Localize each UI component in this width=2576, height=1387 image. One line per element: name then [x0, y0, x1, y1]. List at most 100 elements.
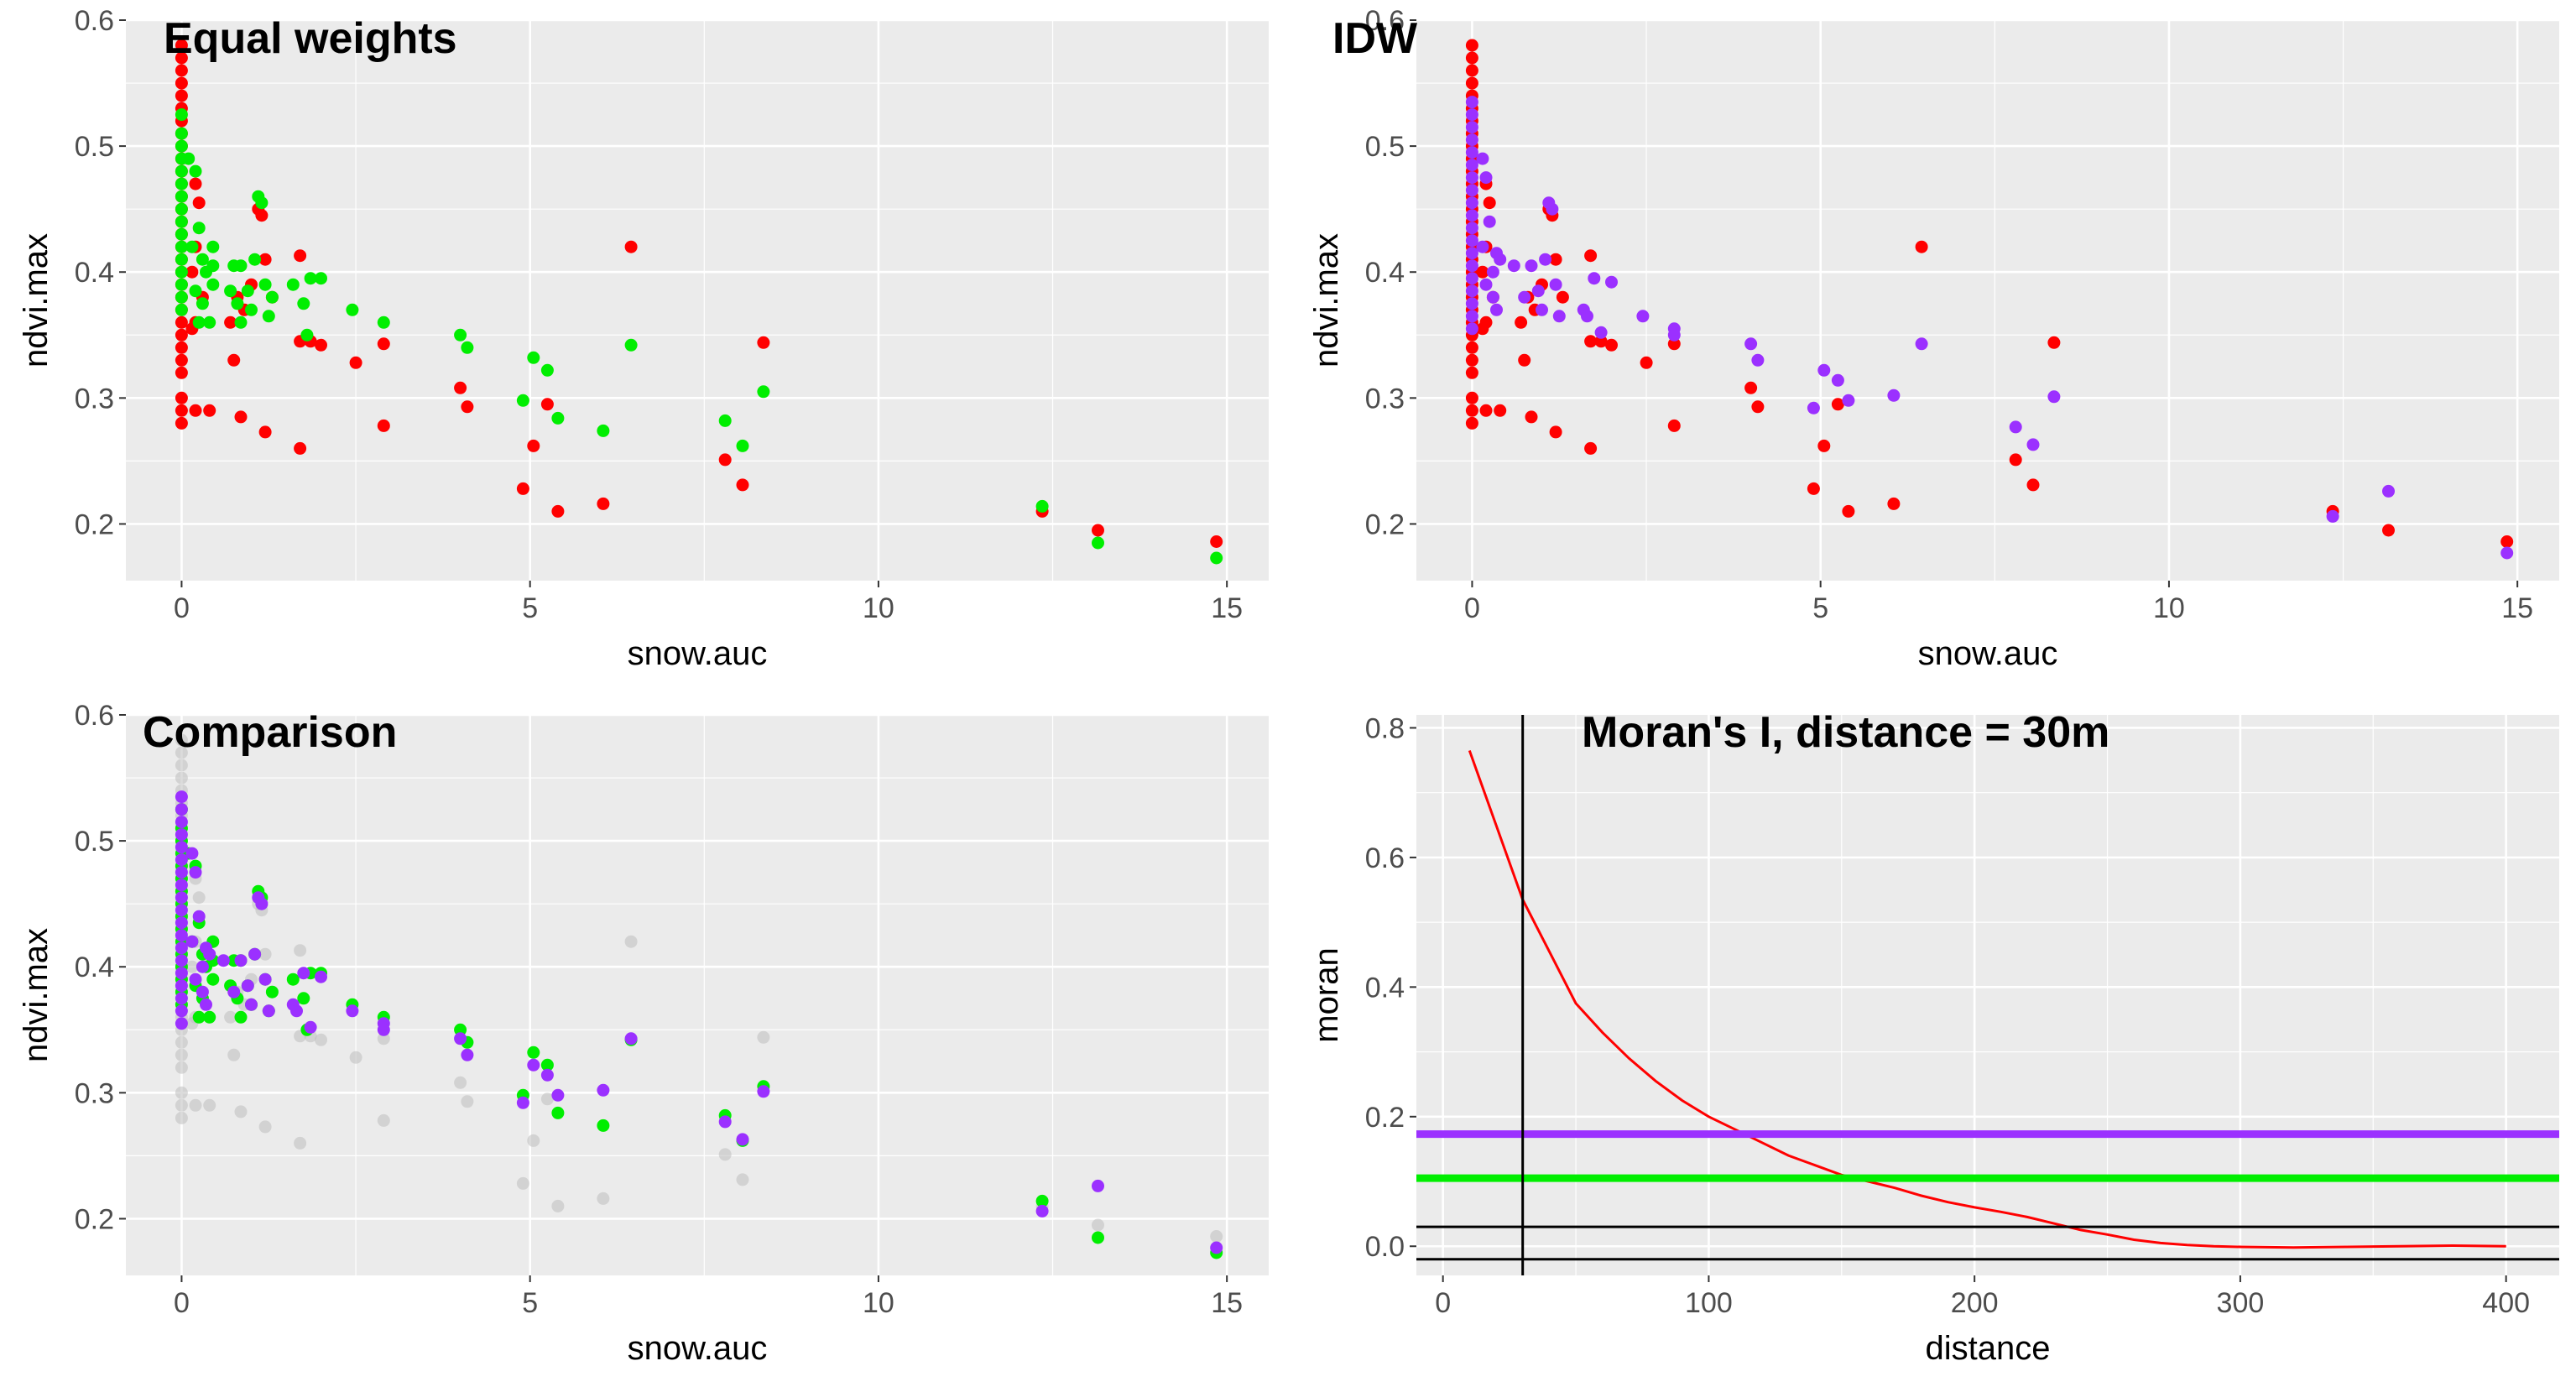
scatter-point-grey	[175, 746, 188, 759]
scatter-point-red	[1594, 335, 1608, 348]
scatter-point-green	[175, 139, 188, 153]
scatter-point-red	[1494, 404, 1507, 417]
scatter-point-grey	[175, 1086, 188, 1099]
scatter-point-green	[175, 164, 188, 178]
scatter-point-grey	[540, 1092, 554, 1106]
scatter-point-red	[1092, 524, 1104, 537]
scatter-point-purple	[624, 1032, 638, 1045]
scatter-point-green	[315, 272, 327, 285]
scatter-point-red	[258, 425, 272, 439]
scatter-point-purple	[297, 967, 310, 980]
scatter-point-red	[1465, 76, 1478, 90]
x-tick-label: 300	[2217, 1287, 2265, 1319]
scatter-point-green	[203, 315, 216, 329]
scatter-point-purple	[1667, 328, 1681, 342]
scatter-point-red	[1817, 439, 1831, 452]
x-tick-label: 5	[522, 1287, 538, 1319]
scatter-point-purple	[1465, 121, 1478, 134]
grid-lines	[126, 713, 1269, 1275]
scatter-point-green	[265, 985, 279, 999]
scatter-point-red	[203, 404, 216, 417]
scatter-point-purple	[516, 1096, 529, 1109]
scatter-point-red	[1556, 290, 1569, 304]
x-tick-label: 0	[174, 1287, 190, 1319]
scatter-point-purple	[1490, 303, 1503, 316]
scatter-point-green	[192, 1010, 206, 1024]
scatter-point-red	[1465, 51, 1478, 65]
scatter-point-purple	[1831, 373, 1844, 387]
panel-title: Moran's I, distance = 30m	[1582, 708, 2109, 757]
y-tick-labels: 0.2 0.3 0.4 0.5 0.6	[75, 700, 126, 1235]
scatter-point-green	[196, 297, 209, 310]
scatter-point-purple	[1594, 326, 1608, 339]
scatter-point-purple	[1494, 253, 1507, 266]
scatter-point-green	[540, 363, 554, 377]
scatter-point-red	[1465, 341, 1478, 354]
data-marks	[175, 733, 1223, 1259]
scatter-point-grey	[294, 1136, 307, 1150]
scatter-point-grey	[175, 1111, 188, 1124]
scatter-point-purple	[245, 998, 258, 1011]
scatter-point-purple	[175, 828, 188, 842]
y-tick-label: 0.2	[1365, 508, 1405, 540]
scatter-point-green	[736, 439, 749, 452]
scatter-point-purple	[1479, 278, 1493, 291]
scatter-point-red	[1605, 338, 1618, 352]
y-tick-label: 0.6	[1365, 5, 1405, 37]
y-tick-label: 0.5	[1365, 131, 1405, 163]
scatter-point-red	[175, 315, 188, 329]
scatter-point-purple	[175, 941, 188, 955]
scatter-point-red	[175, 353, 188, 367]
scatter-point-purple	[1465, 159, 1478, 172]
panel-background	[1416, 715, 2559, 1275]
scatter-point-purple	[185, 935, 199, 948]
scatter-point-grey	[175, 1098, 188, 1112]
scatter-point-red	[1465, 64, 1478, 77]
scatter-point-purple	[192, 910, 206, 923]
scatter-point-green	[1210, 551, 1223, 565]
scatter-point-green	[624, 338, 638, 352]
scatter-point-grey	[718, 1148, 732, 1161]
x-axis-label: snow.auc	[628, 1330, 768, 1367]
scatter-point-green	[255, 196, 269, 210]
scatter-point-purple	[1751, 353, 1765, 367]
scatter-point-green	[527, 1045, 540, 1059]
scatter-point-red	[1915, 240, 1928, 253]
scatter-point-grey	[461, 1095, 474, 1108]
scatter-point-red	[1667, 337, 1681, 351]
scatter-point-green	[297, 992, 310, 1005]
scatter-point-red	[224, 315, 237, 329]
scatter-point-purple	[1479, 171, 1493, 185]
scatter-point-purple	[1465, 184, 1478, 197]
scatter-point-green	[192, 315, 206, 329]
scatter-point-grey	[175, 733, 188, 747]
scatter-point-green	[189, 164, 202, 178]
scatter-point-green	[527, 351, 540, 364]
scatter-point-purple	[1744, 337, 1758, 351]
scatter-point-green	[175, 278, 188, 291]
scatter-point-purple	[175, 1004, 188, 1018]
scatter-point-purple	[461, 1048, 474, 1061]
scatter-point-green	[262, 310, 275, 323]
scatter-point-purple	[1887, 388, 1901, 402]
scatter-point-red	[1479, 404, 1493, 417]
scatter-point-red	[1640, 356, 1653, 369]
scatter-point-red	[1549, 425, 1562, 439]
panel-background	[126, 715, 1269, 1275]
y-tick-label: 0.2	[75, 1203, 114, 1235]
scatter-point-purple	[1807, 401, 1820, 415]
scatter-point-grey	[377, 1113, 390, 1127]
scatter-point-red	[1515, 315, 1528, 329]
scatter-point-grey	[175, 1048, 188, 1061]
scatter-point-purple	[175, 879, 188, 892]
scatter-point-green	[297, 297, 310, 310]
scatter-point-grey	[1092, 1218, 1104, 1232]
scatter-point-green	[551, 411, 565, 425]
scatter-point-purple	[175, 853, 188, 867]
x-tick-label: 10	[2153, 592, 2185, 624]
scatter-point-grey	[224, 1010, 237, 1024]
scatter-point-purple	[736, 1133, 749, 1146]
scatter-point-red	[234, 410, 248, 424]
scatter-point-red	[1483, 196, 1496, 210]
panel-idw: 0.2 0.3 0.4 0.5 0.6 0 5 10 15 IDW snow.auc ndvi…	[1308, 5, 2559, 672]
